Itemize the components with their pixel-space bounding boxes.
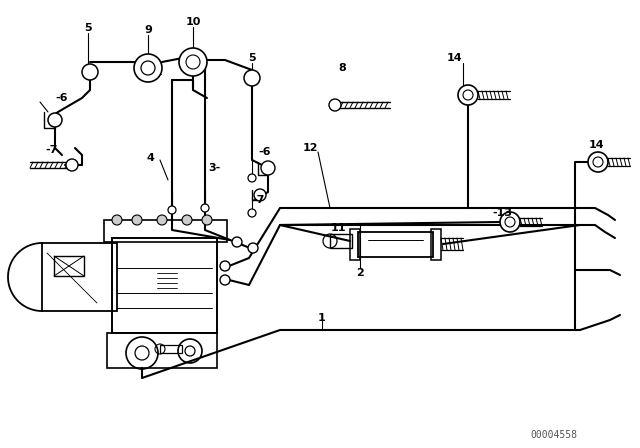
Text: 4: 4 xyxy=(146,153,154,163)
Circle shape xyxy=(202,215,212,225)
Circle shape xyxy=(66,159,78,171)
Circle shape xyxy=(82,64,98,80)
Text: 3-: 3- xyxy=(208,163,220,173)
Circle shape xyxy=(248,243,258,253)
Text: -6: -6 xyxy=(258,147,271,157)
Bar xyxy=(358,232,433,257)
Circle shape xyxy=(201,204,209,212)
Text: -13: -13 xyxy=(492,208,512,218)
Text: -7: -7 xyxy=(252,195,264,205)
Circle shape xyxy=(588,152,608,172)
Bar xyxy=(112,238,217,333)
Circle shape xyxy=(220,275,230,285)
Bar xyxy=(350,229,360,260)
Circle shape xyxy=(179,48,207,76)
Bar xyxy=(107,333,217,368)
Bar xyxy=(42,243,117,311)
Circle shape xyxy=(329,99,341,111)
Text: -7: -7 xyxy=(45,145,58,155)
Circle shape xyxy=(244,70,260,86)
Circle shape xyxy=(261,161,275,175)
Text: 11: 11 xyxy=(330,223,346,233)
Bar xyxy=(104,220,227,242)
Circle shape xyxy=(182,215,192,225)
Text: 1: 1 xyxy=(318,313,326,323)
Circle shape xyxy=(458,85,478,105)
Bar xyxy=(330,234,352,248)
Text: 14: 14 xyxy=(588,140,604,150)
Text: -6: -6 xyxy=(55,93,67,103)
Text: 5: 5 xyxy=(84,23,92,33)
Circle shape xyxy=(232,237,242,247)
Circle shape xyxy=(254,189,266,201)
Bar xyxy=(54,256,84,276)
Text: 14: 14 xyxy=(447,53,463,63)
Text: 2: 2 xyxy=(356,268,364,278)
Bar xyxy=(431,229,441,260)
Text: 5: 5 xyxy=(248,53,256,63)
Text: 12: 12 xyxy=(302,143,317,153)
Circle shape xyxy=(248,174,256,182)
Circle shape xyxy=(132,215,142,225)
Text: 8: 8 xyxy=(338,63,346,73)
Circle shape xyxy=(134,54,162,82)
Text: 00004558: 00004558 xyxy=(530,430,577,440)
Circle shape xyxy=(157,215,167,225)
Text: 9: 9 xyxy=(144,25,152,35)
Circle shape xyxy=(48,113,62,127)
Circle shape xyxy=(500,212,520,232)
Circle shape xyxy=(112,215,122,225)
Bar xyxy=(160,345,182,353)
Text: 10: 10 xyxy=(186,17,201,27)
Circle shape xyxy=(220,261,230,271)
Circle shape xyxy=(168,206,176,214)
Circle shape xyxy=(248,209,256,217)
